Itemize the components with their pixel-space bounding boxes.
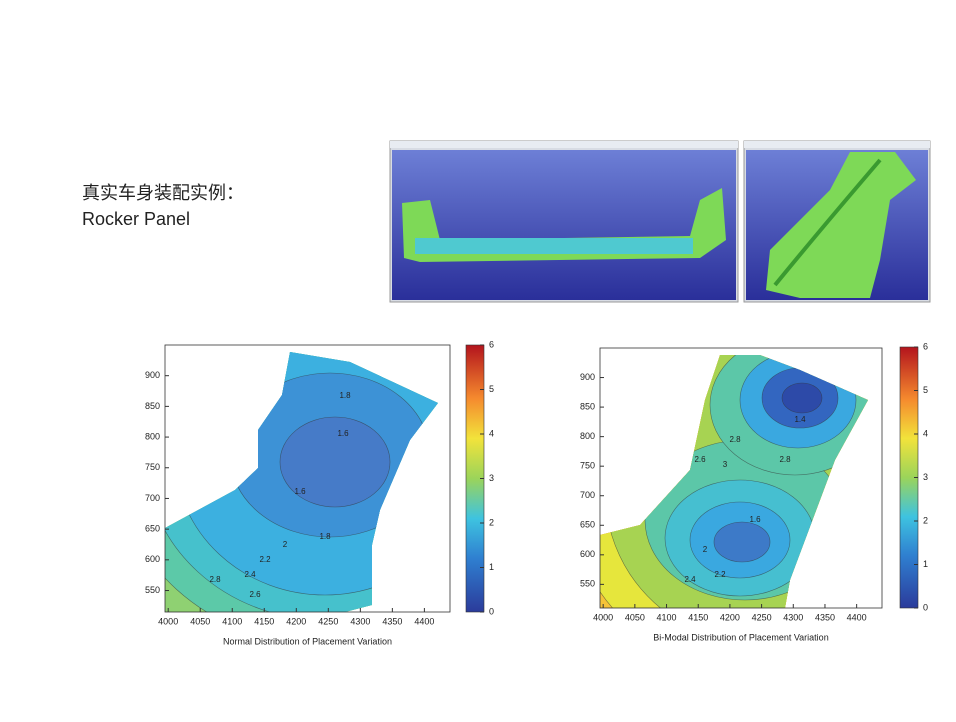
contour-label: 1.8 — [339, 391, 351, 400]
x-caption: Normal Distribution of Placement Variati… — [223, 636, 392, 646]
x-tick-label: 4250 — [318, 616, 338, 626]
x-tick-label: 4000 — [593, 612, 613, 622]
contour-map — [600, 355, 868, 608]
x-tick-label: 4350 — [382, 616, 402, 626]
y-tick-label: 600 — [145, 554, 160, 564]
contour-label: 2 — [703, 545, 708, 554]
colorbar-tick-label: 2 — [923, 515, 928, 525]
contour-label: 2.4 — [684, 575, 696, 584]
screenshot — [743, 140, 931, 303]
y-tick-label: 550 — [145, 585, 160, 595]
x-tick-label: 4050 — [625, 612, 645, 622]
y-tick-label: 700 — [145, 493, 160, 503]
contour-label: 2 — [283, 540, 288, 549]
contour-label: 2.8 — [209, 575, 221, 584]
contour-label: 2.6 — [694, 455, 706, 464]
plot-frame — [599, 347, 883, 609]
y-tick-label: 650 — [580, 520, 595, 530]
contour-label: 2.4 — [244, 570, 256, 579]
contour-label: 1.8 — [319, 532, 331, 541]
y-tick-label: 850 — [145, 401, 160, 411]
colorbar-tick-label: 3 — [489, 473, 494, 483]
y-tick-label: 850 — [580, 401, 595, 411]
colorbar-tick-label: 1 — [489, 562, 494, 572]
contour-label: 1.4 — [794, 415, 806, 424]
y-tick-label: 600 — [580, 549, 595, 559]
colorbar-tick-label: 2 — [489, 517, 494, 527]
x-tick-label: 4200 — [286, 616, 306, 626]
colorbar-tick-label: 6 — [489, 339, 494, 349]
colorbar-tick-label: 6 — [923, 341, 928, 351]
y-tick-label: 700 — [580, 490, 595, 500]
contour-label: 1.6 — [749, 515, 761, 524]
x-caption: Bi-Modal Distribution of Placement Varia… — [653, 632, 828, 642]
x-tick-label: 4150 — [254, 616, 274, 626]
colorbar-tick-label: 4 — [489, 428, 494, 438]
slide-title: 真实车身装配实例： — [82, 183, 244, 204]
contour-label: 2.2 — [714, 570, 726, 579]
x-tick-label: 4150 — [688, 612, 708, 622]
x-tick-label: 4300 — [783, 612, 803, 622]
x-tick-label: 4400 — [414, 616, 434, 626]
x-tick-label: 4350 — [815, 612, 835, 622]
colorbar-tick-label: 0 — [923, 602, 928, 612]
contour-label: 2.6 — [249, 590, 261, 599]
x-tick-label: 4050 — [190, 616, 210, 626]
contour-label: 2.2 — [259, 555, 271, 564]
contour-label: 2.8 — [729, 435, 741, 444]
colorbar-tick-label: 0 — [489, 606, 494, 616]
x-tick-label: 4400 — [847, 612, 867, 622]
contour-label: 1.6 — [337, 429, 349, 438]
x-tick-label: 4000 — [158, 616, 178, 626]
y-tick-label: 900 — [580, 372, 595, 382]
plot-frame — [164, 344, 451, 613]
x-tick-label: 4200 — [720, 612, 740, 622]
screenshot — [389, 140, 739, 303]
colorbar-tick-label: 5 — [489, 384, 494, 394]
x-tick-label: 4250 — [752, 612, 772, 622]
contour-label: 3 — [723, 460, 728, 469]
colorbar-tick-label: 4 — [923, 428, 928, 438]
y-tick-label: 800 — [145, 431, 160, 441]
y-tick-label: 800 — [580, 431, 595, 441]
x-tick-label: 4300 — [350, 616, 370, 626]
colorbar-tick-label: 5 — [923, 385, 928, 395]
colorbar-tick-label: 3 — [923, 472, 928, 482]
y-tick-label: 750 — [145, 462, 160, 472]
slide-subtitle: Rocker Panel — [82, 209, 190, 229]
contour-label: 2.8 — [779, 455, 791, 464]
x-tick-label: 4100 — [657, 612, 677, 622]
y-tick-label: 550 — [580, 579, 595, 589]
contour-label: 1.6 — [294, 487, 306, 496]
colorbar-tick-label: 1 — [923, 559, 928, 569]
x-tick-label: 4100 — [222, 616, 242, 626]
y-tick-label: 900 — [145, 370, 160, 380]
y-tick-label: 650 — [145, 524, 160, 534]
y-tick-label: 750 — [580, 461, 595, 471]
